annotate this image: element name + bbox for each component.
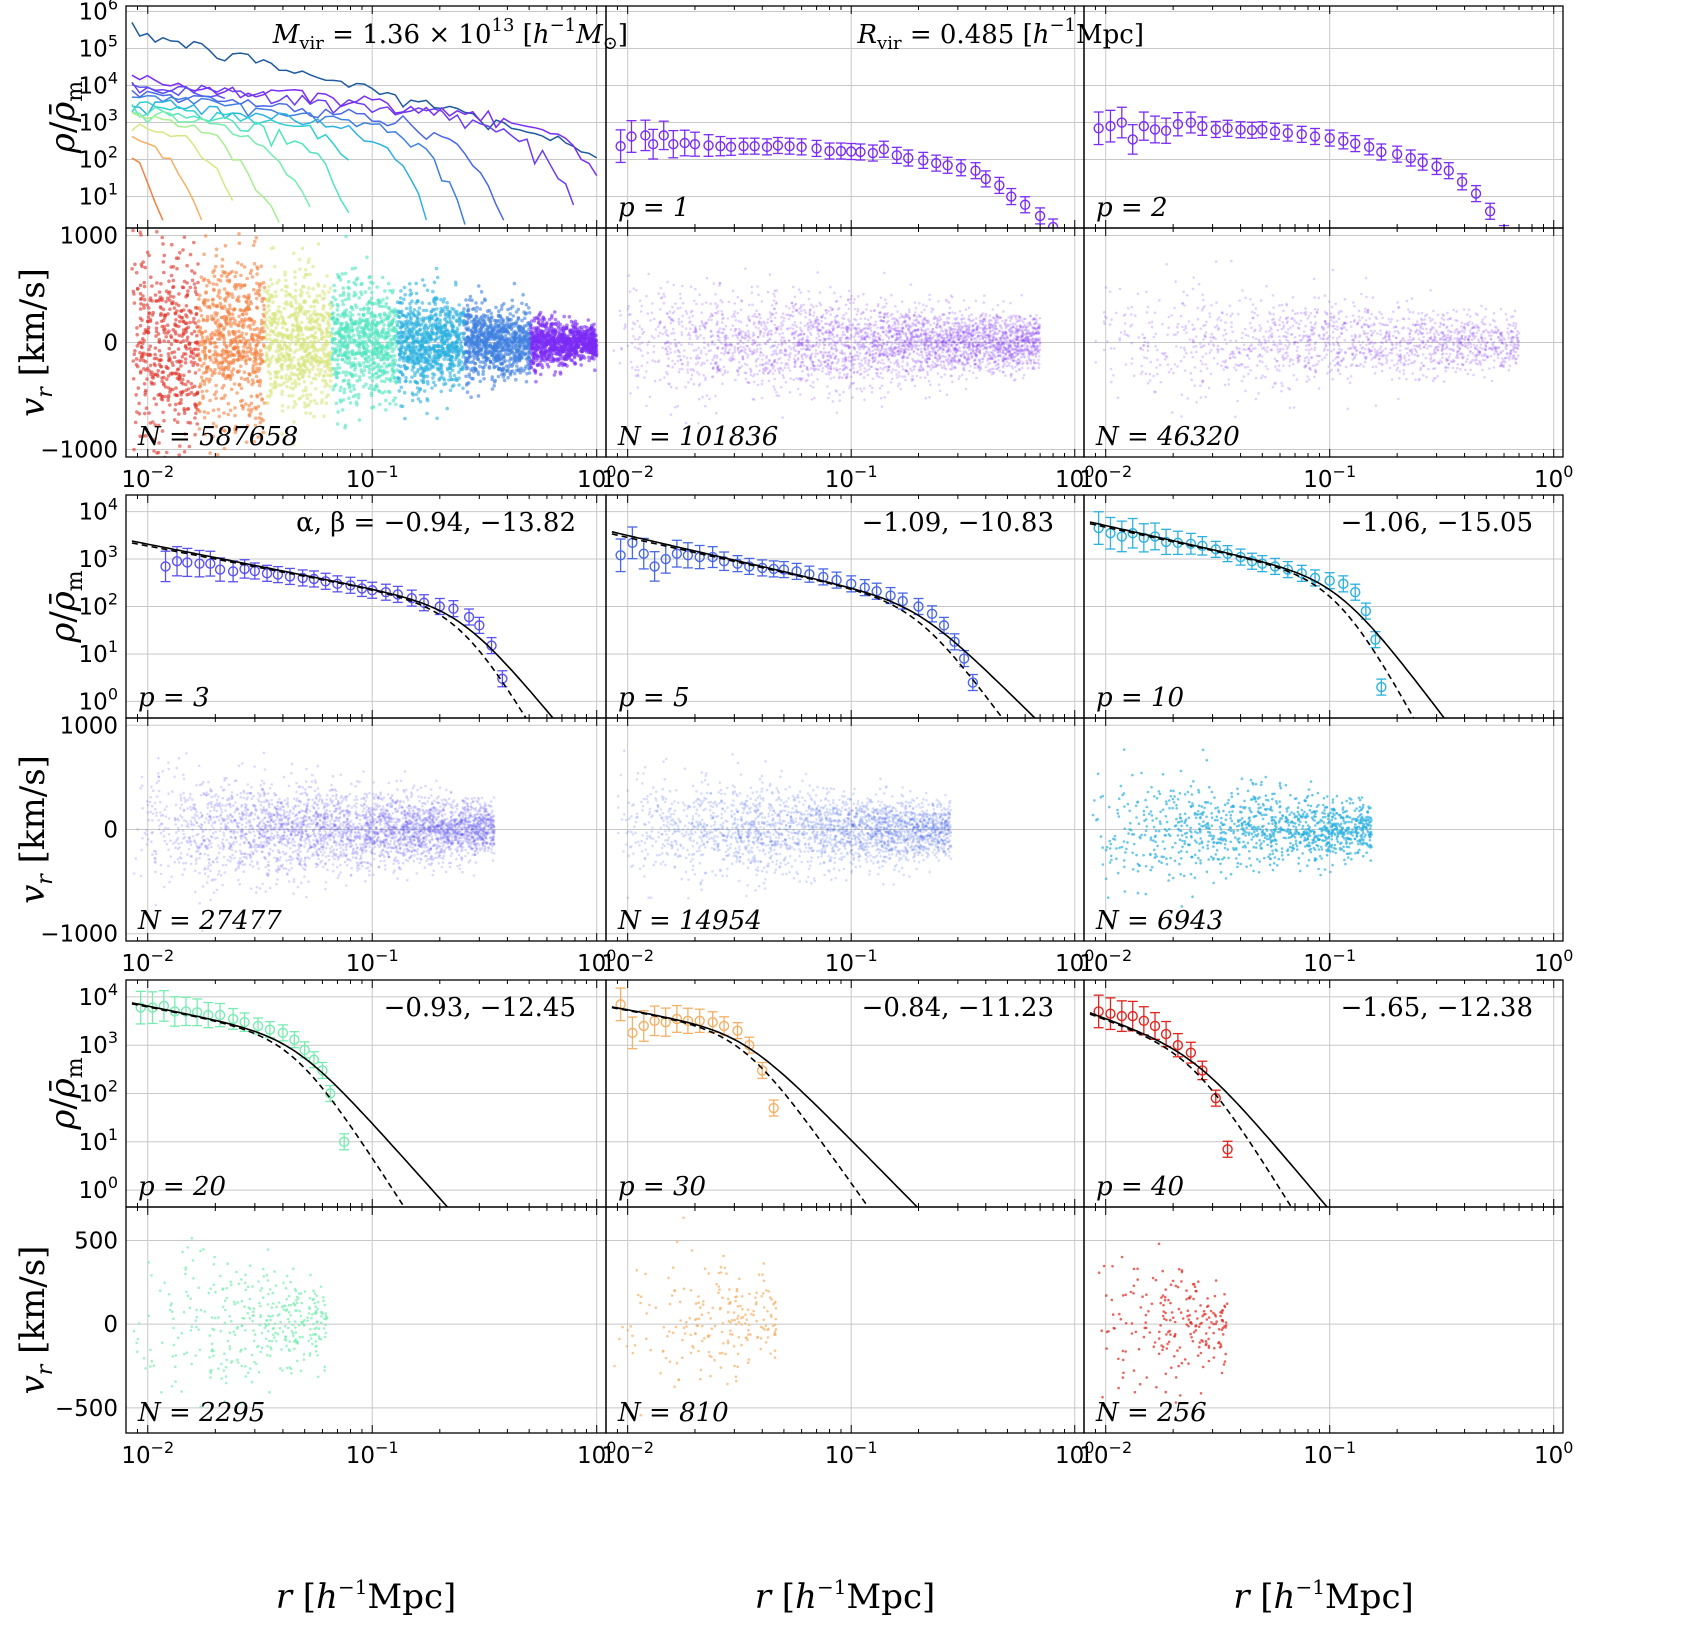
velocity-point bbox=[291, 382, 295, 386]
velocity-point bbox=[132, 377, 136, 381]
velocity-point bbox=[292, 252, 296, 256]
velocity-point bbox=[273, 265, 277, 269]
velocity-point bbox=[258, 384, 262, 388]
velocity-point bbox=[194, 286, 198, 290]
velocity-point bbox=[177, 412, 181, 416]
velocity-point bbox=[353, 357, 357, 361]
velocity-point bbox=[384, 399, 388, 403]
velocity-point bbox=[202, 253, 206, 257]
velocity-point bbox=[189, 253, 193, 257]
velocity-point bbox=[480, 290, 484, 294]
grid-layer bbox=[126, 6, 1563, 1433]
velocity-point bbox=[344, 298, 348, 302]
velocity-point bbox=[404, 376, 408, 380]
velocity-point bbox=[345, 308, 349, 312]
velocity-point bbox=[554, 318, 558, 322]
velocity-point bbox=[222, 411, 226, 415]
velocity-point bbox=[133, 349, 137, 353]
velocity-point bbox=[294, 289, 298, 293]
profile-line bbox=[132, 136, 202, 220]
velocity-point bbox=[311, 287, 315, 291]
velocity-point bbox=[306, 397, 310, 401]
velocity-point bbox=[133, 352, 137, 356]
velocity-point bbox=[324, 401, 328, 405]
velocity-point bbox=[131, 229, 135, 233]
velocity-point bbox=[399, 296, 403, 300]
velocity-point bbox=[428, 302, 432, 306]
velocity-point bbox=[349, 401, 353, 405]
velocity-point bbox=[132, 359, 136, 363]
velocity-point bbox=[216, 318, 220, 322]
velocity-point bbox=[137, 402, 141, 406]
velocity-point bbox=[477, 284, 481, 288]
velocity-point bbox=[280, 393, 284, 397]
velocity-point bbox=[173, 356, 177, 360]
velocity-point bbox=[387, 282, 391, 286]
velocity-point bbox=[200, 314, 204, 318]
velocity-point bbox=[215, 247, 219, 251]
profile-line bbox=[132, 113, 279, 223]
profile-line bbox=[132, 90, 504, 220]
velocity-point bbox=[165, 289, 169, 293]
velocity-point bbox=[431, 290, 435, 294]
velocity-point bbox=[403, 286, 407, 290]
velocity-point bbox=[164, 335, 168, 339]
velocity-point bbox=[317, 242, 321, 246]
velocity-point bbox=[541, 366, 545, 370]
profile-line bbox=[132, 75, 597, 175]
velocity-point bbox=[510, 299, 514, 303]
velocity-point bbox=[259, 412, 263, 416]
velocity-point bbox=[381, 276, 385, 280]
velocity-point bbox=[149, 344, 153, 348]
velocity-point bbox=[525, 380, 529, 384]
velocity-point bbox=[177, 453, 181, 457]
figure: 1011021031041051061001011021031041001011… bbox=[0, 0, 1691, 1629]
velocity-point bbox=[240, 386, 244, 390]
velocity-point bbox=[139, 324, 143, 328]
velocity-point bbox=[506, 376, 510, 380]
velocity-point bbox=[186, 289, 190, 293]
velocity-point bbox=[263, 286, 267, 290]
velocity-point bbox=[431, 376, 435, 380]
velocity-point bbox=[587, 318, 591, 322]
velocity-point bbox=[255, 395, 259, 399]
velocity-point bbox=[144, 266, 148, 270]
velocity-point bbox=[135, 357, 139, 361]
velocity-point bbox=[168, 307, 172, 311]
velocity-point bbox=[211, 298, 215, 302]
velocity-point bbox=[477, 394, 481, 398]
velocity-point bbox=[469, 395, 473, 399]
velocity-point bbox=[143, 298, 147, 302]
velocity-point bbox=[191, 279, 195, 283]
velocity-point bbox=[411, 399, 415, 403]
velocity-point bbox=[539, 373, 543, 377]
